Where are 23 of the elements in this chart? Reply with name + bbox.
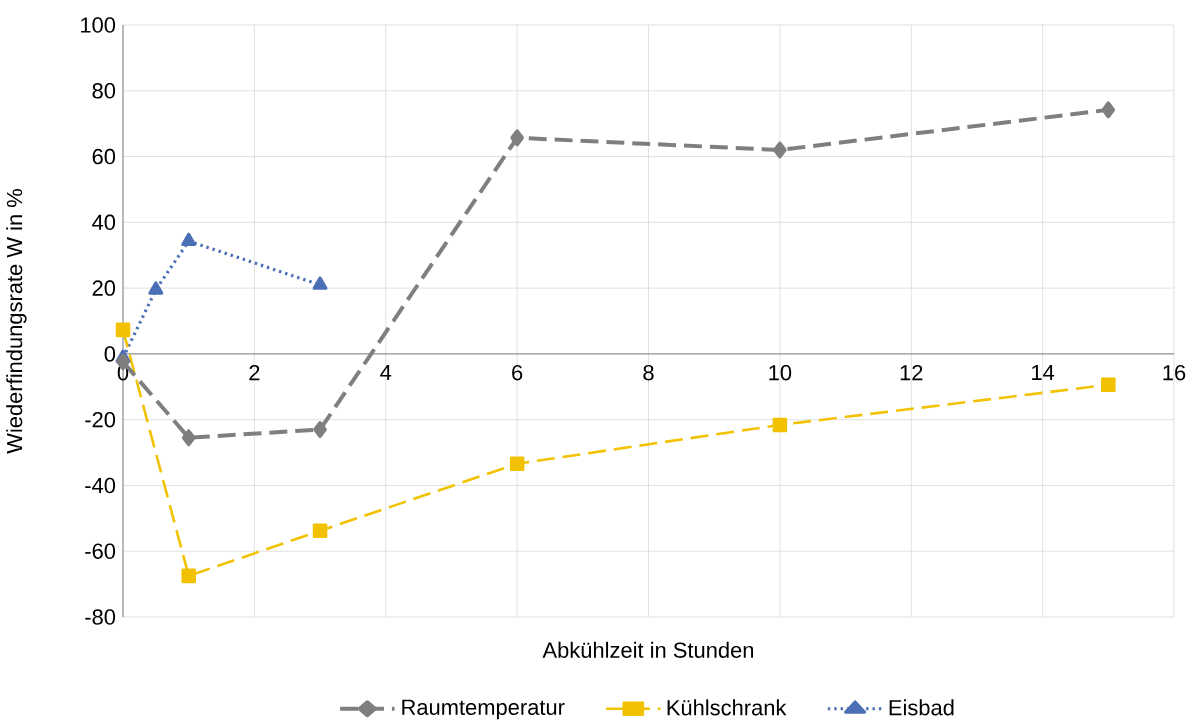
x-tick-label: 12 [900,364,923,381]
y-tick-label: 0 [104,346,116,362]
y-tick-label: 100 [81,17,116,33]
y-tick-label: -40 [85,477,116,494]
x-tick-label: 16 [1163,364,1186,381]
y-tick-label: 20 [92,280,116,296]
y-tick-label: -60 [85,543,116,559]
x-tick-label: 14 [1032,364,1055,380]
y-axis-title: Wiederfindungsrate W in % [6,189,27,454]
x-axis-title: Abkühlzeit in Stunden [542,641,754,658]
y-tick-label: 40 [92,214,116,231]
x-tick-label: 4 [380,364,392,380]
y-tick-label: 60 [92,148,116,165]
y-tick-label: -20 [85,411,116,428]
x-tick-label: 8 [643,364,654,381]
x-tick-label: 10 [769,364,792,381]
x-tick-label: 6 [512,364,523,381]
legend-label: Raumtemperatur [402,699,565,720]
legend-label: Kühlschrank [667,699,787,716]
y-tick-label: -80 [85,609,116,625]
legend-label: Eisbad [889,699,954,716]
x-tick-label: 2 [249,364,260,381]
y-tick-label: 80 [92,83,116,99]
